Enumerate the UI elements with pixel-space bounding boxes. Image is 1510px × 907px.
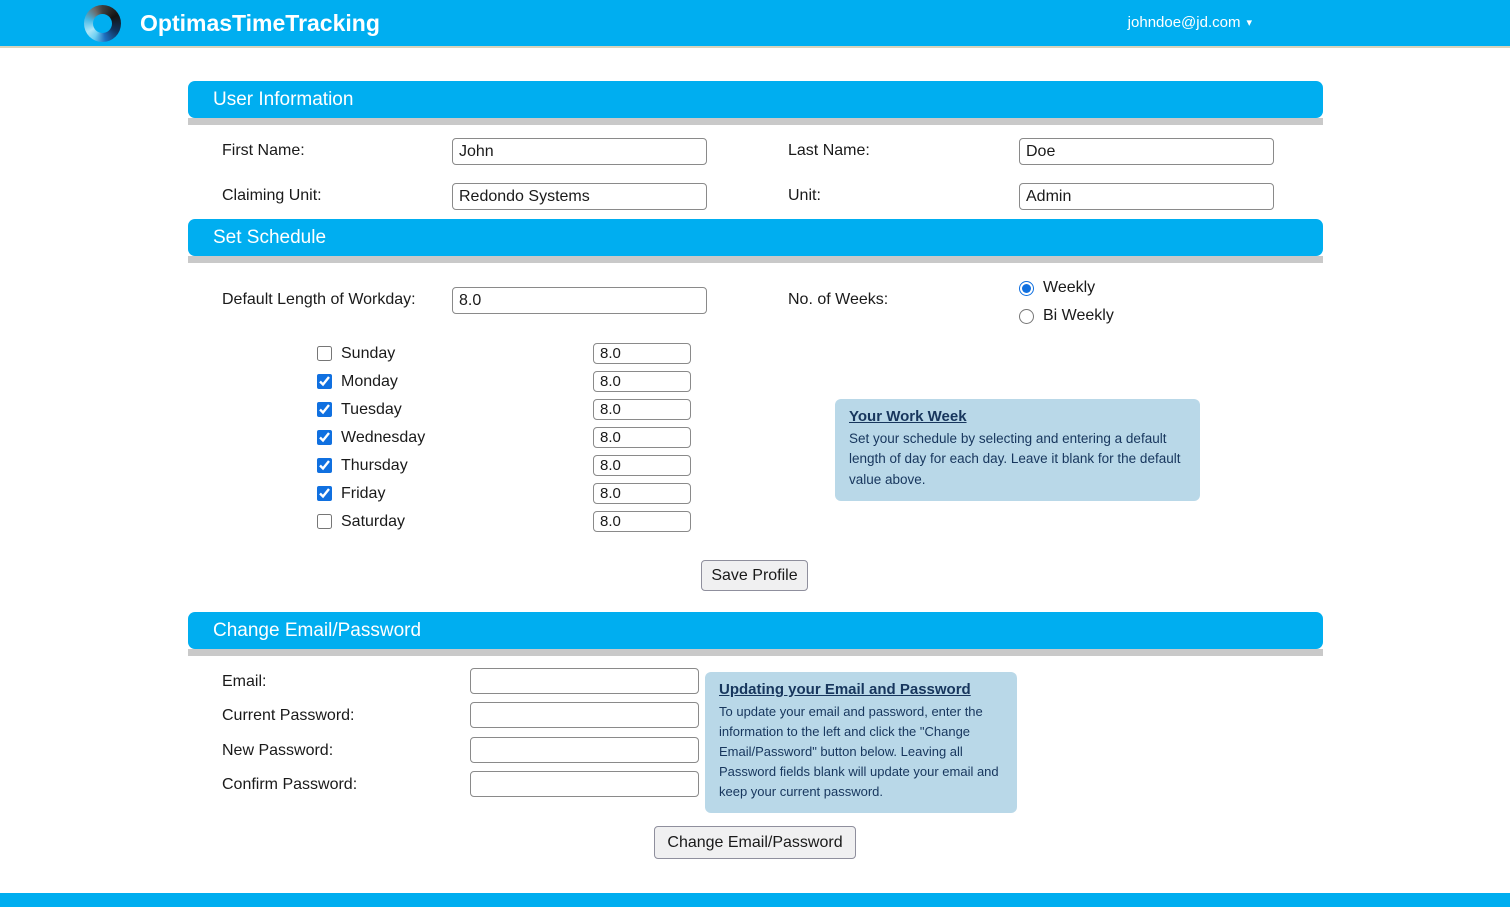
work-week-info-body: Set your schedule by selecting and enter… xyxy=(849,431,1181,487)
chevron-down-icon: ▾ xyxy=(1246,17,1252,29)
set-schedule-section-header: Set Schedule xyxy=(188,219,1323,256)
email-input[interactable] xyxy=(470,668,699,694)
section-shadow xyxy=(188,649,1323,656)
first-name-input[interactable] xyxy=(452,138,707,165)
biweekly-radio-label[interactable]: Bi Weekly xyxy=(1043,307,1114,324)
confirm-password-input[interactable] xyxy=(470,771,699,797)
saturday-hours-input[interactable] xyxy=(593,511,691,532)
unit-input[interactable] xyxy=(1019,183,1274,210)
thursday-checkbox[interactable] xyxy=(317,458,332,473)
monday-checkbox[interactable] xyxy=(317,374,332,389)
sunday-label[interactable]: Sunday xyxy=(341,344,396,362)
email-label: Email: xyxy=(222,673,267,690)
monday-hours-input[interactable] xyxy=(593,371,691,392)
wednesday-hours-input[interactable] xyxy=(593,427,691,448)
biweekly-radio[interactable] xyxy=(1019,308,1034,324)
friday-checkbox[interactable] xyxy=(317,486,332,501)
confirm-password-label: Confirm Password: xyxy=(222,776,358,793)
last-name-label: Last Name: xyxy=(788,142,870,159)
claiming-unit-input[interactable] xyxy=(452,183,707,210)
biweekly-option: Bi Weekly xyxy=(1019,306,1114,326)
work-week-info-box: Your Work Week Set your schedule by sele… xyxy=(835,399,1200,501)
default-length-label: Default Length of Workday: xyxy=(222,291,416,308)
default-length-input[interactable] xyxy=(452,287,707,314)
save-profile-button[interactable]: Save Profile xyxy=(701,560,808,591)
new-password-input[interactable] xyxy=(470,737,699,763)
change-credentials-title: Change Email/Password xyxy=(213,620,422,641)
day-row-thursday: Thursday xyxy=(317,455,408,476)
account-menu[interactable]: johndoe@jd.com ▾ xyxy=(1128,0,1252,46)
saturday-label[interactable]: Saturday xyxy=(341,512,406,530)
friday-hours-input[interactable] xyxy=(593,483,691,504)
tuesday-hours-input[interactable] xyxy=(593,399,691,420)
day-row-friday: Friday xyxy=(317,483,385,504)
unit-label: Unit: xyxy=(788,187,821,204)
work-week-info-title: Your Work Week xyxy=(849,408,967,425)
app-logo-icon xyxy=(84,5,121,42)
change-credentials-section-header: Change Email/Password xyxy=(188,612,1323,649)
credentials-info-body: To update your email and password, enter… xyxy=(719,704,999,800)
first-name-label: First Name: xyxy=(222,142,305,159)
app-title: OptimasTimeTracking xyxy=(140,10,380,36)
current-password-input[interactable] xyxy=(470,702,699,728)
monday-label[interactable]: Monday xyxy=(341,372,398,390)
wednesday-checkbox[interactable] xyxy=(317,430,332,445)
weekly-radio-label[interactable]: Weekly xyxy=(1043,279,1096,296)
page-footer xyxy=(0,893,1510,907)
sunday-checkbox[interactable] xyxy=(317,346,332,361)
weeks-label: No. of Weeks: xyxy=(788,291,889,308)
thursday-label[interactable]: Thursday xyxy=(341,456,408,474)
weekly-option: Weekly xyxy=(1019,278,1095,298)
claiming-unit-label: Claiming Unit: xyxy=(222,187,322,204)
sunday-hours-input[interactable] xyxy=(593,343,691,364)
day-row-saturday: Saturday xyxy=(317,511,405,532)
section-shadow xyxy=(188,118,1323,125)
user-information-title: User Information xyxy=(213,89,354,110)
app-header: OptimasTimeTracking johndoe@jd.com ▾ xyxy=(0,0,1510,48)
thursday-hours-input[interactable] xyxy=(593,455,691,476)
user-information-section-header: User Information xyxy=(188,81,1323,118)
weekly-radio[interactable] xyxy=(1019,280,1034,296)
friday-label[interactable]: Friday xyxy=(341,484,386,502)
tuesday-label[interactable]: Tuesday xyxy=(341,400,402,418)
section-shadow xyxy=(188,256,1323,263)
set-schedule-title: Set Schedule xyxy=(213,227,327,248)
day-row-wednesday: Wednesday xyxy=(317,427,425,448)
tuesday-checkbox[interactable] xyxy=(317,402,332,417)
day-row-sunday: Sunday xyxy=(317,343,395,364)
day-row-tuesday: Tuesday xyxy=(317,399,402,420)
change-email-password-button[interactable]: Change Email/Password xyxy=(654,826,856,859)
day-row-monday: Monday xyxy=(317,371,398,392)
wednesday-label[interactable]: Wednesday xyxy=(341,428,426,446)
account-email: johndoe@jd.com xyxy=(1127,14,1241,31)
saturday-checkbox[interactable] xyxy=(317,514,332,529)
new-password-label: New Password: xyxy=(222,742,334,759)
last-name-input[interactable] xyxy=(1019,138,1274,165)
credentials-info-title: Updating your Email and Password xyxy=(719,681,971,698)
current-password-label: Current Password: xyxy=(222,707,355,724)
credentials-info-box: Updating your Email and Password To upda… xyxy=(705,672,1017,814)
